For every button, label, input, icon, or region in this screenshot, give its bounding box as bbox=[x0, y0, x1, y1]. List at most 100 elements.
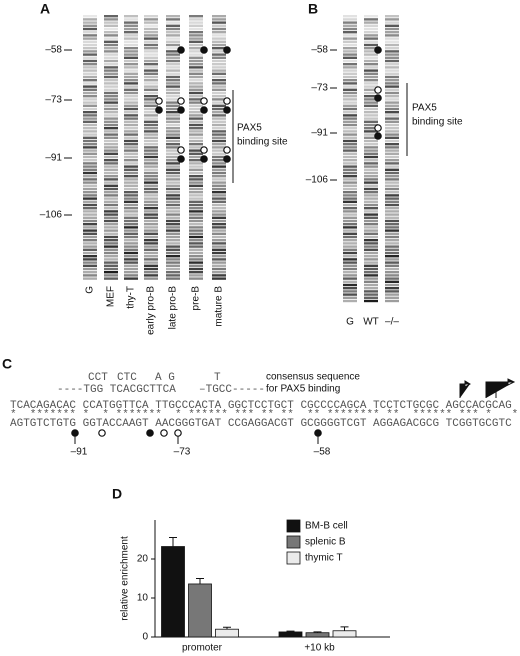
gel-band bbox=[124, 197, 138, 200]
gel-band bbox=[385, 27, 399, 31]
gel-band bbox=[124, 15, 138, 18]
gel-band bbox=[343, 91, 357, 95]
gel-band bbox=[364, 223, 378, 226]
gel-band bbox=[144, 136, 158, 139]
gel-band bbox=[343, 239, 357, 242]
gel-band bbox=[144, 223, 158, 226]
gel-band bbox=[385, 43, 399, 47]
gel-band bbox=[343, 251, 357, 255]
gel-band bbox=[189, 34, 203, 37]
gel-band bbox=[104, 66, 118, 69]
gel-band bbox=[83, 63, 97, 66]
gel-band bbox=[144, 274, 158, 277]
gel-band bbox=[166, 203, 180, 207]
gel-band bbox=[144, 213, 158, 216]
gel-band bbox=[343, 296, 357, 299]
gel-band bbox=[166, 53, 180, 56]
gel-band bbox=[83, 194, 97, 197]
gel-band bbox=[83, 136, 97, 139]
gel-band bbox=[364, 194, 378, 197]
gel-band bbox=[83, 21, 97, 24]
gel-band bbox=[104, 219, 118, 223]
site-dot bbox=[200, 106, 208, 114]
gel-band bbox=[385, 111, 399, 114]
gel-band bbox=[124, 216, 138, 219]
gel-band bbox=[189, 232, 203, 235]
gel-band bbox=[189, 114, 203, 117]
gel-band bbox=[104, 277, 118, 280]
gel-band bbox=[104, 159, 118, 162]
gel-band bbox=[343, 255, 357, 258]
gel-band bbox=[166, 24, 180, 27]
gel-band bbox=[166, 239, 180, 242]
legend-label: thymic T bbox=[305, 553, 343, 564]
gel-band bbox=[364, 59, 378, 63]
gel-band bbox=[144, 267, 158, 271]
gel-band bbox=[83, 223, 97, 226]
gel-band bbox=[364, 24, 378, 27]
gel-band bbox=[83, 235, 97, 239]
gel-band bbox=[144, 95, 158, 98]
gel-band bbox=[83, 203, 97, 207]
gel-band bbox=[189, 239, 203, 242]
site-dot bbox=[71, 429, 79, 437]
gel-band bbox=[385, 168, 399, 171]
gel-band bbox=[385, 248, 399, 251]
gel-band bbox=[83, 181, 97, 184]
gel-band bbox=[343, 219, 357, 223]
gel-band bbox=[83, 216, 97, 219]
gel-band bbox=[144, 50, 158, 53]
gel-band bbox=[124, 66, 138, 69]
bar bbox=[161, 546, 185, 638]
gel-band bbox=[166, 139, 180, 143]
gel-band bbox=[212, 15, 226, 18]
gel-band bbox=[144, 40, 158, 43]
gel-band bbox=[166, 207, 180, 210]
gel-band bbox=[83, 146, 97, 149]
gel-band bbox=[212, 31, 226, 34]
gel-band bbox=[124, 251, 138, 255]
gel-band bbox=[364, 34, 378, 37]
gel-band bbox=[212, 143, 226, 146]
gel-band bbox=[364, 107, 378, 111]
gel-band bbox=[364, 50, 378, 53]
gel-band bbox=[364, 143, 378, 146]
gel-band bbox=[385, 37, 399, 40]
y-tick-label: 0 bbox=[142, 632, 148, 643]
gel-band bbox=[104, 235, 118, 239]
lane-label: mature B bbox=[214, 286, 225, 327]
gel-band bbox=[83, 98, 97, 101]
gel-band bbox=[104, 50, 118, 53]
gel-band bbox=[166, 82, 180, 85]
gel-band bbox=[104, 91, 118, 95]
gel-band bbox=[364, 271, 378, 274]
gel-band bbox=[343, 15, 357, 18]
gel-band bbox=[144, 146, 158, 149]
gel-band bbox=[343, 271, 357, 274]
gel-band bbox=[385, 143, 399, 146]
gel-band bbox=[124, 18, 138, 21]
gel-band bbox=[212, 159, 226, 162]
gel-band bbox=[104, 181, 118, 184]
gel-band bbox=[104, 63, 118, 66]
gel-band bbox=[189, 82, 203, 85]
gel-band bbox=[144, 82, 158, 85]
gel-band bbox=[364, 216, 378, 219]
gel-band bbox=[124, 82, 138, 85]
gel-band bbox=[385, 191, 399, 194]
gel-band bbox=[189, 107, 203, 111]
gel-band bbox=[104, 267, 118, 271]
gel-band bbox=[385, 130, 399, 133]
gel-band bbox=[364, 168, 378, 171]
gel-band bbox=[364, 296, 378, 299]
gel-band bbox=[124, 85, 138, 88]
gel-band bbox=[343, 280, 357, 283]
gel-band bbox=[83, 101, 97, 104]
site-dot bbox=[98, 429, 106, 437]
gel-band bbox=[83, 56, 97, 59]
gel-band bbox=[104, 107, 118, 111]
gel-band bbox=[385, 53, 399, 56]
gel-band bbox=[104, 146, 118, 149]
gel-band bbox=[343, 98, 357, 101]
